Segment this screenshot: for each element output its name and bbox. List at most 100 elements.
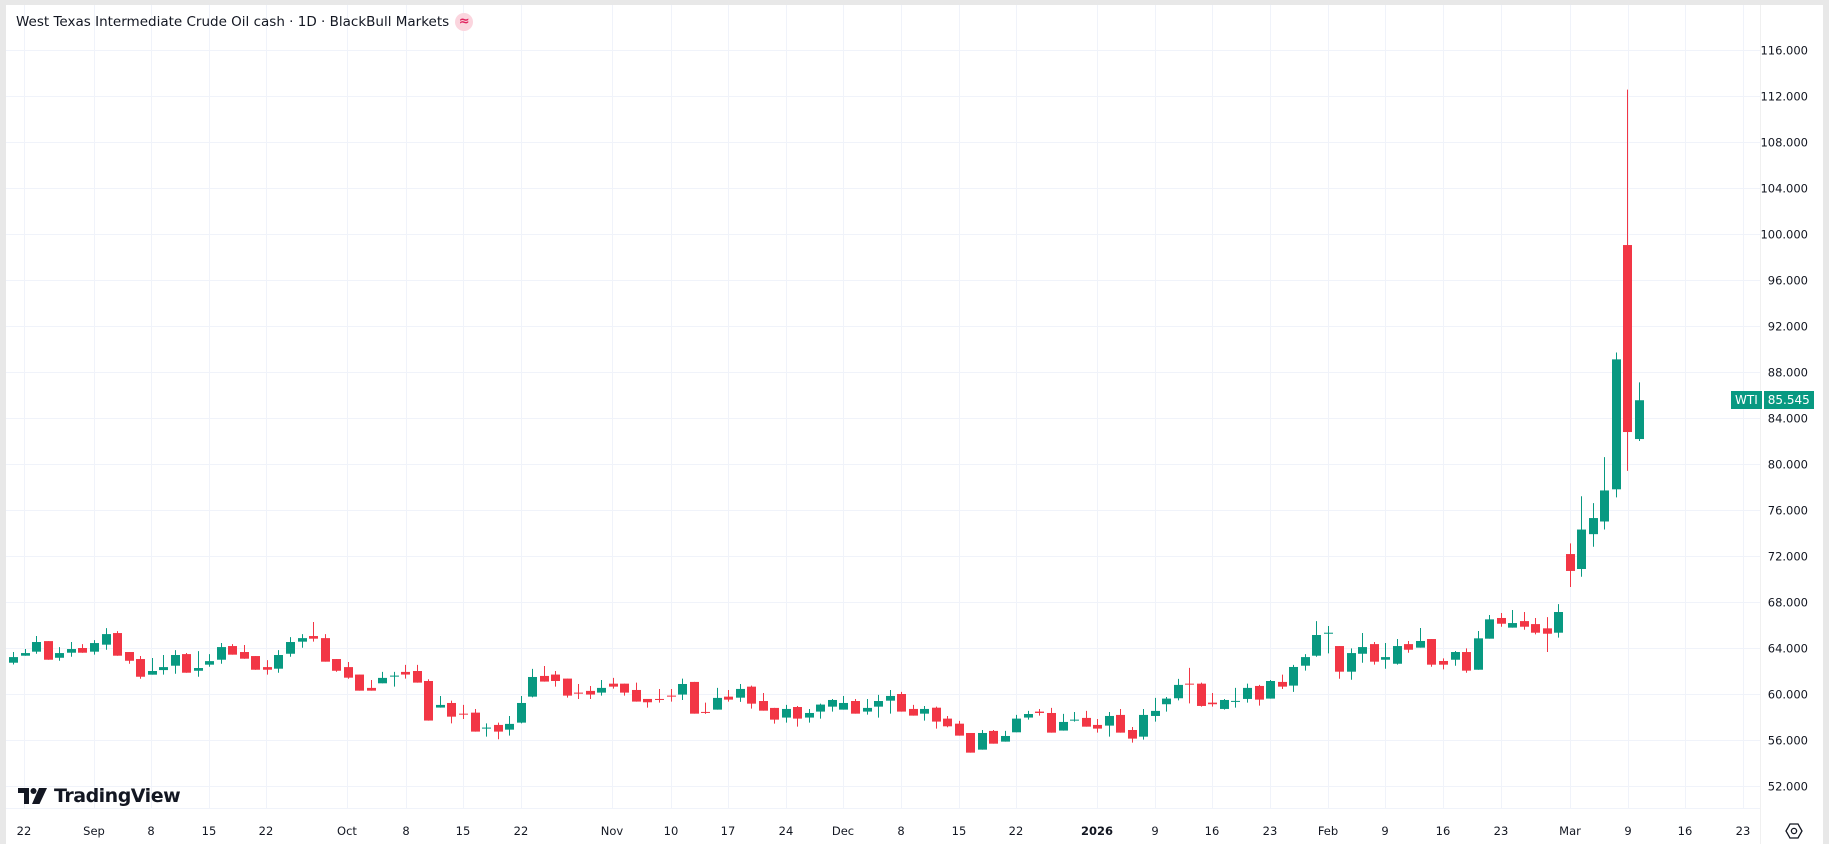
candle [159, 655, 168, 675]
candle [1347, 648, 1356, 680]
candle [274, 650, 283, 673]
tradingview-wordmark: TradingView [54, 785, 181, 807]
candle [55, 647, 64, 661]
candle [32, 636, 41, 654]
candle [782, 704, 791, 723]
candle [505, 715, 514, 736]
candle [886, 689, 895, 714]
price-tick-label: 108.000 [1760, 136, 1808, 150]
candle [1301, 654, 1310, 671]
candle [194, 651, 203, 677]
candle [390, 671, 399, 687]
settings-gear-icon[interactable] [1785, 822, 1803, 840]
candle [713, 687, 722, 710]
candle [690, 681, 699, 714]
candle [574, 683, 583, 699]
candle [321, 634, 330, 662]
candle [1462, 648, 1471, 673]
price-tick-label: 72.000 [1768, 550, 1808, 564]
price-tick-label: 112.000 [1760, 90, 1808, 104]
candle [1358, 633, 1367, 663]
candle [540, 665, 549, 682]
horizontal-gridlines [6, 50, 1760, 809]
candle [920, 705, 929, 721]
symbol-title[interactable]: West Texas Intermediate Crude Oil cash ·… [16, 14, 450, 30]
time-tick-label: 2026 [1081, 824, 1113, 838]
candle [228, 644, 237, 655]
candle [793, 705, 802, 727]
time-tick-label: 15 [202, 824, 217, 838]
time-axis[interactable]: 22 Sep 8 15 22 Oct 8 15 22 Nov 10 17 24 Dec 8 15 22 2026 9… [17, 824, 1751, 838]
candle [1474, 630, 1483, 670]
candle [1162, 696, 1171, 712]
candle [1497, 613, 1506, 627]
candle [1151, 697, 1160, 722]
price-axis[interactable]: 52.000 56.000 60.000 64.000 68.000 72.000 76.0… [1760, 44, 1808, 794]
price-tick-label: 76.000 [1768, 504, 1808, 518]
candle [1335, 646, 1344, 679]
candle [1059, 713, 1068, 731]
time-tick-label: 15 [952, 824, 967, 838]
time-tick-label: Dec [832, 824, 854, 838]
candle [332, 659, 341, 672]
candle [563, 678, 572, 698]
candle [102, 628, 111, 650]
candle [148, 658, 157, 675]
candle [182, 653, 191, 673]
price-tick-label: 116.000 [1760, 44, 1808, 58]
candle [1105, 711, 1114, 737]
candle [482, 723, 491, 737]
candle [759, 692, 768, 711]
candle [1220, 698, 1229, 710]
vertical-gridlines [24, 5, 1761, 844]
candle [344, 662, 353, 679]
time-tick-label: 24 [779, 824, 794, 838]
candle [909, 704, 918, 716]
candle [1128, 727, 1137, 743]
candle [851, 698, 860, 714]
candle [436, 695, 445, 708]
time-tick-label: 22 [514, 824, 529, 838]
candle [1635, 382, 1644, 441]
candle [701, 702, 710, 714]
candle [44, 641, 53, 660]
candle [643, 698, 652, 708]
candle [1427, 639, 1436, 667]
candle [355, 674, 364, 691]
candle [1208, 692, 1217, 707]
candle [1404, 640, 1413, 653]
market-status-icon[interactable]: ≈ [455, 13, 474, 31]
chart-legend[interactable]: West Texas Intermediate Crude Oil cash ·… [16, 13, 474, 31]
candle [125, 652, 134, 664]
candles [9, 89, 1644, 753]
price-tick-label: 84.000 [1768, 412, 1808, 426]
candle [1381, 643, 1390, 669]
candle [1024, 710, 1033, 720]
tradingview-logo[interactable]: TradingView [18, 785, 181, 807]
candle [770, 707, 779, 724]
candle [1035, 708, 1044, 716]
candle [1266, 679, 1275, 699]
time-tick-label: 23 [1263, 824, 1278, 838]
candle [1324, 626, 1333, 654]
candle [309, 622, 318, 642]
candle [1093, 718, 1102, 733]
candle [1393, 639, 1402, 665]
time-tick-label: 23 [1494, 824, 1509, 838]
candle [597, 679, 606, 696]
candle [632, 682, 641, 702]
candle [494, 722, 503, 740]
price-tick-label: 64.000 [1768, 642, 1808, 656]
candle [1531, 617, 1540, 635]
left-border [0, 0, 6, 844]
candle [90, 640, 99, 655]
time-tick-label: 8 [402, 824, 409, 838]
time-tick-label: 9 [1381, 824, 1388, 838]
price-tick-label: 56.000 [1768, 734, 1808, 748]
candle [1554, 604, 1563, 638]
candle [1589, 503, 1598, 547]
candle [251, 656, 260, 670]
symbol-label: WTI [1731, 391, 1762, 410]
